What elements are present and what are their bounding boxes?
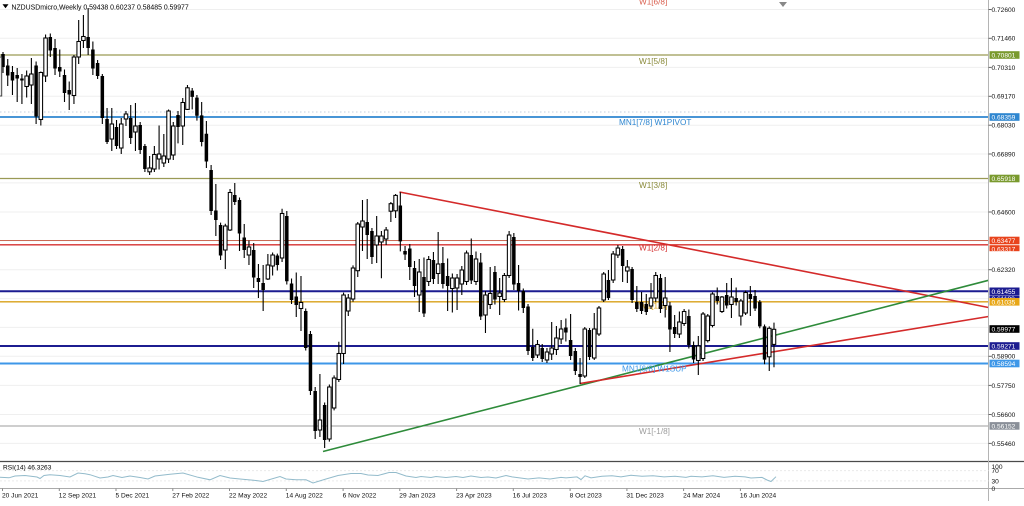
svg-text:W1[2/8]: W1[2/8] (639, 244, 667, 253)
svg-text:24 Mar 2024: 24 Mar 2024 (683, 493, 720, 500)
svg-text:0.58900: 0.58900 (992, 354, 1016, 361)
svg-text:14 Aug 2022: 14 Aug 2022 (286, 493, 323, 500)
svg-text:0.57750: 0.57750 (992, 383, 1016, 390)
svg-text:0.55460: 0.55460 (992, 441, 1016, 448)
svg-text:0.69170: 0.69170 (992, 94, 1016, 101)
svg-text:0.58594: 0.58594 (992, 361, 1016, 368)
svg-text:27 Feb 2022: 27 Feb 2022 (172, 493, 209, 500)
svg-text:0.61180: 0.61180 (992, 296, 1016, 303)
svg-text:5 Dec 2021: 5 Dec 2021 (116, 493, 150, 500)
svg-text:12 Sep 2021: 12 Sep 2021 (59, 493, 97, 500)
svg-text:0.65918: 0.65918 (992, 176, 1016, 183)
svg-text:0.56152: 0.56152 (992, 423, 1016, 430)
svg-text:16 Jun 2024: 16 Jun 2024 (740, 493, 777, 500)
svg-text:8 Oct 2023: 8 Oct 2023 (570, 493, 603, 500)
svg-text:0.59977: 0.59977 (992, 327, 1016, 334)
svg-text:NZDUSDmicro,Weekly 0.59438 0.: NZDUSDmicro,Weekly 0.59438 0.60237 0.584… (12, 4, 189, 11)
svg-text:20 Jun 2021: 20 Jun 2021 (2, 493, 39, 500)
svg-text:W1[5/8]: W1[5/8] (639, 57, 667, 66)
svg-text:0.63317: 0.63317 (992, 247, 1016, 254)
svg-text:0.61035: 0.61035 (992, 299, 1016, 306)
svg-text:23 Apr 2023: 23 Apr 2023 (456, 493, 492, 500)
svg-text:0.70801: 0.70801 (992, 53, 1016, 60)
svg-text:W1[-1/8]: W1[-1/8] (639, 427, 670, 436)
svg-text:0.61455: 0.61455 (992, 289, 1016, 296)
svg-text:100: 100 (992, 464, 1003, 471)
svg-text:29 Jan 2023: 29 Jan 2023 (399, 493, 436, 500)
svg-text:0.71460: 0.71460 (992, 36, 1016, 43)
svg-text:0.68359: 0.68359 (992, 115, 1016, 122)
svg-text:0.72600: 0.72600 (992, 7, 1016, 14)
svg-text:0.66890: 0.66890 (992, 151, 1016, 158)
svg-text:0.62320: 0.62320 (992, 267, 1016, 274)
svg-text:30: 30 (992, 478, 1000, 485)
svg-text:0: 0 (992, 486, 996, 493)
svg-text:MN1[7/8] W1PIVOT: MN1[7/8] W1PIVOT (619, 118, 691, 127)
svg-text:70: 70 (992, 468, 1000, 475)
svg-text:16 Jul 2023: 16 Jul 2023 (513, 493, 547, 500)
svg-text:W1[6/8]: W1[6/8] (639, 0, 667, 7)
svg-text:0.59271: 0.59271 (992, 344, 1016, 351)
svg-text:0.68030: 0.68030 (992, 123, 1016, 130)
svg-text:6 Nov 2022: 6 Nov 2022 (343, 493, 377, 500)
svg-text:W1[3/8]: W1[3/8] (639, 181, 667, 190)
svg-text:RSI(14) 46.3263: RSI(14) 46.3263 (3, 465, 52, 472)
svg-text:31 Dec 2023: 31 Dec 2023 (626, 493, 664, 500)
svg-text:0.70310: 0.70310 (992, 65, 1016, 72)
svg-text:0.56600: 0.56600 (992, 412, 1016, 419)
svg-text:0.64600: 0.64600 (992, 209, 1016, 216)
svg-text:0.63477: 0.63477 (992, 238, 1016, 245)
svg-text:22 May 2022: 22 May 2022 (229, 493, 267, 500)
svg-text:MN1[6/8] W1SUP: MN1[6/8] W1SUP (622, 365, 687, 374)
